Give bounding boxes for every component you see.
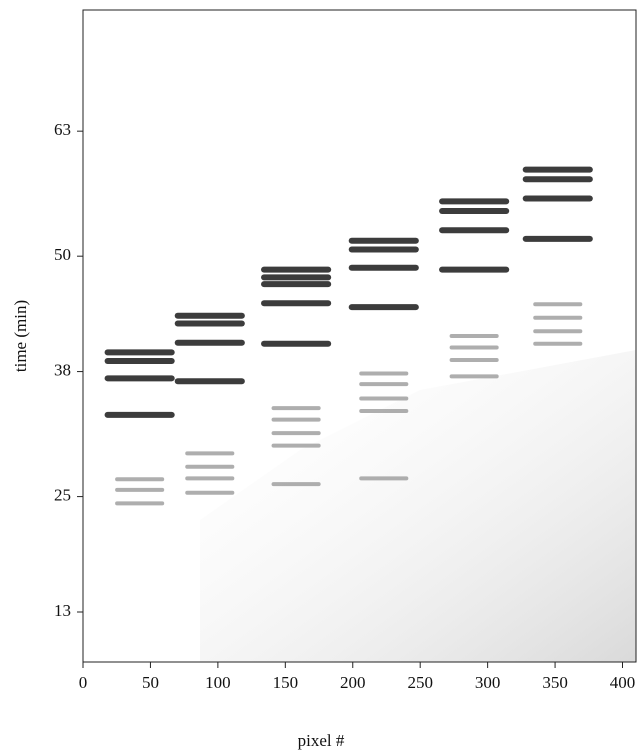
faint-band: [359, 371, 409, 376]
y-tick-label: 63: [54, 120, 71, 139]
band: [104, 411, 175, 418]
faint-band: [359, 382, 409, 387]
band: [522, 195, 593, 202]
faint-band: [185, 451, 235, 456]
band: [174, 339, 245, 346]
band: [261, 274, 332, 281]
faint-band: [533, 315, 583, 320]
faint-band: [115, 477, 165, 482]
band: [261, 281, 332, 288]
x-axis-label: pixel #: [298, 731, 345, 750]
band: [439, 207, 510, 214]
faint-band: [533, 302, 583, 307]
band: [104, 349, 175, 356]
plot-frame: [82, 9, 637, 663]
band: [348, 237, 419, 244]
y-axis-label: time (min): [11, 300, 30, 372]
faint-band: [115, 487, 165, 492]
y-tick-label: 25: [54, 486, 71, 505]
faint-band: [185, 464, 235, 469]
band: [174, 312, 245, 319]
faint-band: [271, 482, 321, 487]
band: [348, 246, 419, 253]
x-tick-label: 0: [79, 673, 88, 692]
band: [174, 320, 245, 327]
faint-band: [115, 501, 165, 506]
x-tick-label: 150: [273, 673, 299, 692]
faint-band: [533, 341, 583, 346]
band: [348, 304, 419, 311]
faint-band: [185, 476, 235, 481]
band: [261, 340, 332, 347]
band: [439, 266, 510, 273]
x-tick-label: 250: [407, 673, 433, 692]
band: [522, 166, 593, 173]
band: [261, 266, 332, 273]
band: [348, 264, 419, 271]
band: [522, 235, 593, 242]
faint-band: [533, 329, 583, 334]
x-tick-label: 400: [610, 673, 636, 692]
faint-band: [271, 443, 321, 448]
band: [522, 176, 593, 183]
band: [261, 300, 332, 307]
x-tick-label: 300: [475, 673, 501, 692]
band: [174, 378, 245, 385]
band: [104, 358, 175, 365]
x-tick-label: 50: [142, 673, 159, 692]
faint-band: [449, 334, 499, 338]
y-tick-label: 50: [54, 245, 71, 264]
faint-band: [359, 396, 409, 401]
faint-band: [449, 345, 499, 350]
x-tick-label: 200: [340, 673, 366, 692]
x-tick-label: 350: [542, 673, 568, 692]
faint-band: [271, 417, 321, 422]
band: [439, 198, 510, 205]
faint-band: [359, 476, 409, 481]
faint-band: [271, 431, 321, 436]
band: [439, 227, 510, 234]
faint-band: [449, 358, 499, 363]
background-haze: [200, 350, 636, 662]
band: [104, 375, 175, 382]
y-tick-label: 38: [54, 360, 71, 379]
faint-band: [449, 374, 499, 379]
faint-band: [185, 490, 235, 495]
faint-band: [359, 409, 409, 414]
faint-band: [271, 406, 321, 411]
x-tick-label: 100: [205, 673, 231, 692]
y-tick-label: 13: [54, 601, 71, 620]
